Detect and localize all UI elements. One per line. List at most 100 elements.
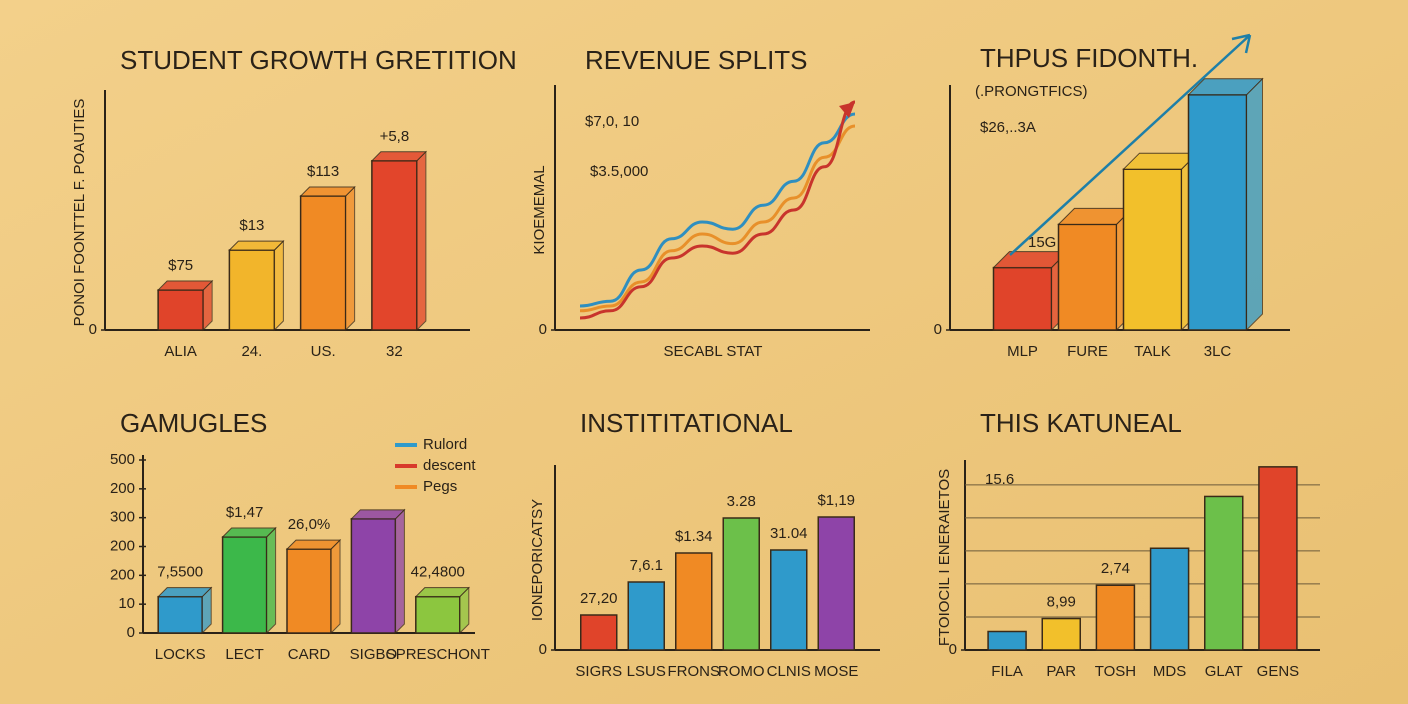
bar [675, 552, 713, 651]
x-tick-label: MOSE [814, 663, 858, 680]
bar-label: $1,47 [226, 504, 264, 521]
x-tick-label: 32 [386, 343, 403, 360]
bar [1122, 168, 1183, 331]
x-tick-label: CLNIS [767, 663, 811, 680]
bar [1258, 466, 1298, 651]
bar-label: +5,8 [380, 128, 410, 145]
x-tick-label: CARD [288, 646, 331, 663]
bar-side [1246, 77, 1263, 332]
bar [1057, 223, 1118, 331]
bar-label: 26,0% [288, 516, 331, 533]
x-tick-label: FURE [1067, 343, 1108, 360]
y-tick-label: 0 [539, 321, 547, 338]
x-tick-label: LSUS [627, 663, 666, 680]
legend-label: Pegs [423, 478, 457, 495]
y-tick-label: 0 [89, 321, 97, 338]
bar-side [394, 508, 405, 635]
bar [221, 536, 268, 634]
x-tick-label: SPRESCHONT [386, 646, 490, 663]
y-tick-label: 300 [110, 509, 135, 526]
bar [228, 249, 276, 331]
bar [157, 595, 203, 634]
y-tick-label: 10 [118, 595, 135, 612]
y-tick-label: 0 [949, 641, 957, 658]
x-tick-label: 3LC [1204, 343, 1232, 360]
bar-top [228, 240, 285, 251]
annotation: $3.5,000 [590, 163, 648, 180]
bar-side [330, 538, 341, 635]
bar-label: 42,4800 [411, 564, 465, 581]
chart-title: STUDENT GROWTH GRETITION [120, 45, 517, 75]
y-tick-label: 200 [110, 480, 135, 497]
x-tick-label: ROMO [718, 663, 765, 680]
y-axis-label: PONOI FOONTTEL F. POAUTIES [71, 99, 88, 327]
bar [350, 518, 397, 634]
bar-label: $113 [307, 163, 339, 180]
bar-label: 31.04 [770, 525, 808, 542]
bar-label: $1,19 [817, 492, 855, 509]
annotation: 15.6 [985, 471, 1014, 488]
bar [770, 549, 808, 651]
x-tick-label: LECT [225, 646, 263, 663]
bar-top [156, 587, 213, 598]
bar-label: 7,6.1 [630, 557, 663, 574]
bar [1095, 584, 1136, 651]
y-axis-label: IONEPORICATSY [529, 499, 546, 621]
bar-label: 3.28 [727, 493, 756, 510]
x-tick-label: FILA [991, 663, 1023, 680]
x-tick-label: TOSH [1095, 663, 1136, 680]
y-tick-label: 0 [539, 641, 547, 658]
line-series [579, 124, 856, 313]
x-tick-label: ALIA [164, 343, 197, 360]
x-tick-label: 24. [241, 343, 262, 360]
chart-subtitle: (.PRONGTFICS) [975, 83, 1088, 100]
bar-side [416, 150, 427, 332]
bar [992, 266, 1053, 331]
bar [722, 517, 760, 651]
annotation: $26,..3A [980, 119, 1036, 136]
bar-label: 7,5500 [157, 564, 203, 581]
bar-top [156, 280, 214, 291]
x-tick-label: MDS [1153, 663, 1186, 680]
bar [1041, 617, 1081, 651]
x-tick-label: GENS [1257, 663, 1300, 680]
bar-label: 2,74 [1101, 560, 1130, 577]
x-tick-label: SIGBO [350, 646, 398, 663]
bar [1204, 495, 1244, 651]
bar [817, 516, 855, 651]
bar [371, 160, 418, 331]
chart-title: THPUS FIDONTH. [980, 43, 1198, 73]
x-tick-label: LOCKS [155, 646, 206, 663]
chart-title: REVENUE SPLITS [585, 45, 808, 75]
bar-top [221, 527, 277, 538]
bar-label: $75 [168, 257, 193, 274]
bar-label: $1.34 [675, 528, 713, 545]
x-tick-label: SIGRS [575, 663, 622, 680]
y-tick-label: 200 [110, 566, 135, 583]
bar [987, 630, 1027, 651]
annotation: 15G [1028, 234, 1056, 251]
bar [299, 195, 347, 331]
bar [157, 289, 204, 331]
bar-top [1187, 78, 1264, 96]
x-tick-label: US. [311, 343, 336, 360]
y-tick-label: 200 [110, 537, 135, 554]
x-tick-label: FRONS [668, 663, 721, 680]
bar [580, 614, 618, 651]
bar-side [345, 185, 356, 332]
bar-label: 27,20 [580, 590, 618, 607]
x-tick-label: TALK [1134, 343, 1170, 360]
bar [627, 581, 665, 651]
y-tick-label: 0 [934, 321, 942, 338]
x-tick-label: PAR [1046, 663, 1076, 680]
bar-label: $13 [239, 217, 264, 234]
bar-top [285, 539, 342, 550]
line-series [579, 112, 856, 308]
y-axis-label: FTOIOCIL I ENERAIETOS [936, 469, 953, 646]
bar [1187, 94, 1248, 331]
legend-label: descent [423, 457, 476, 474]
bar [415, 595, 461, 634]
y-axis-label: KIOEMEMAL [531, 165, 548, 254]
bar-label: 8,99 [1047, 594, 1076, 611]
